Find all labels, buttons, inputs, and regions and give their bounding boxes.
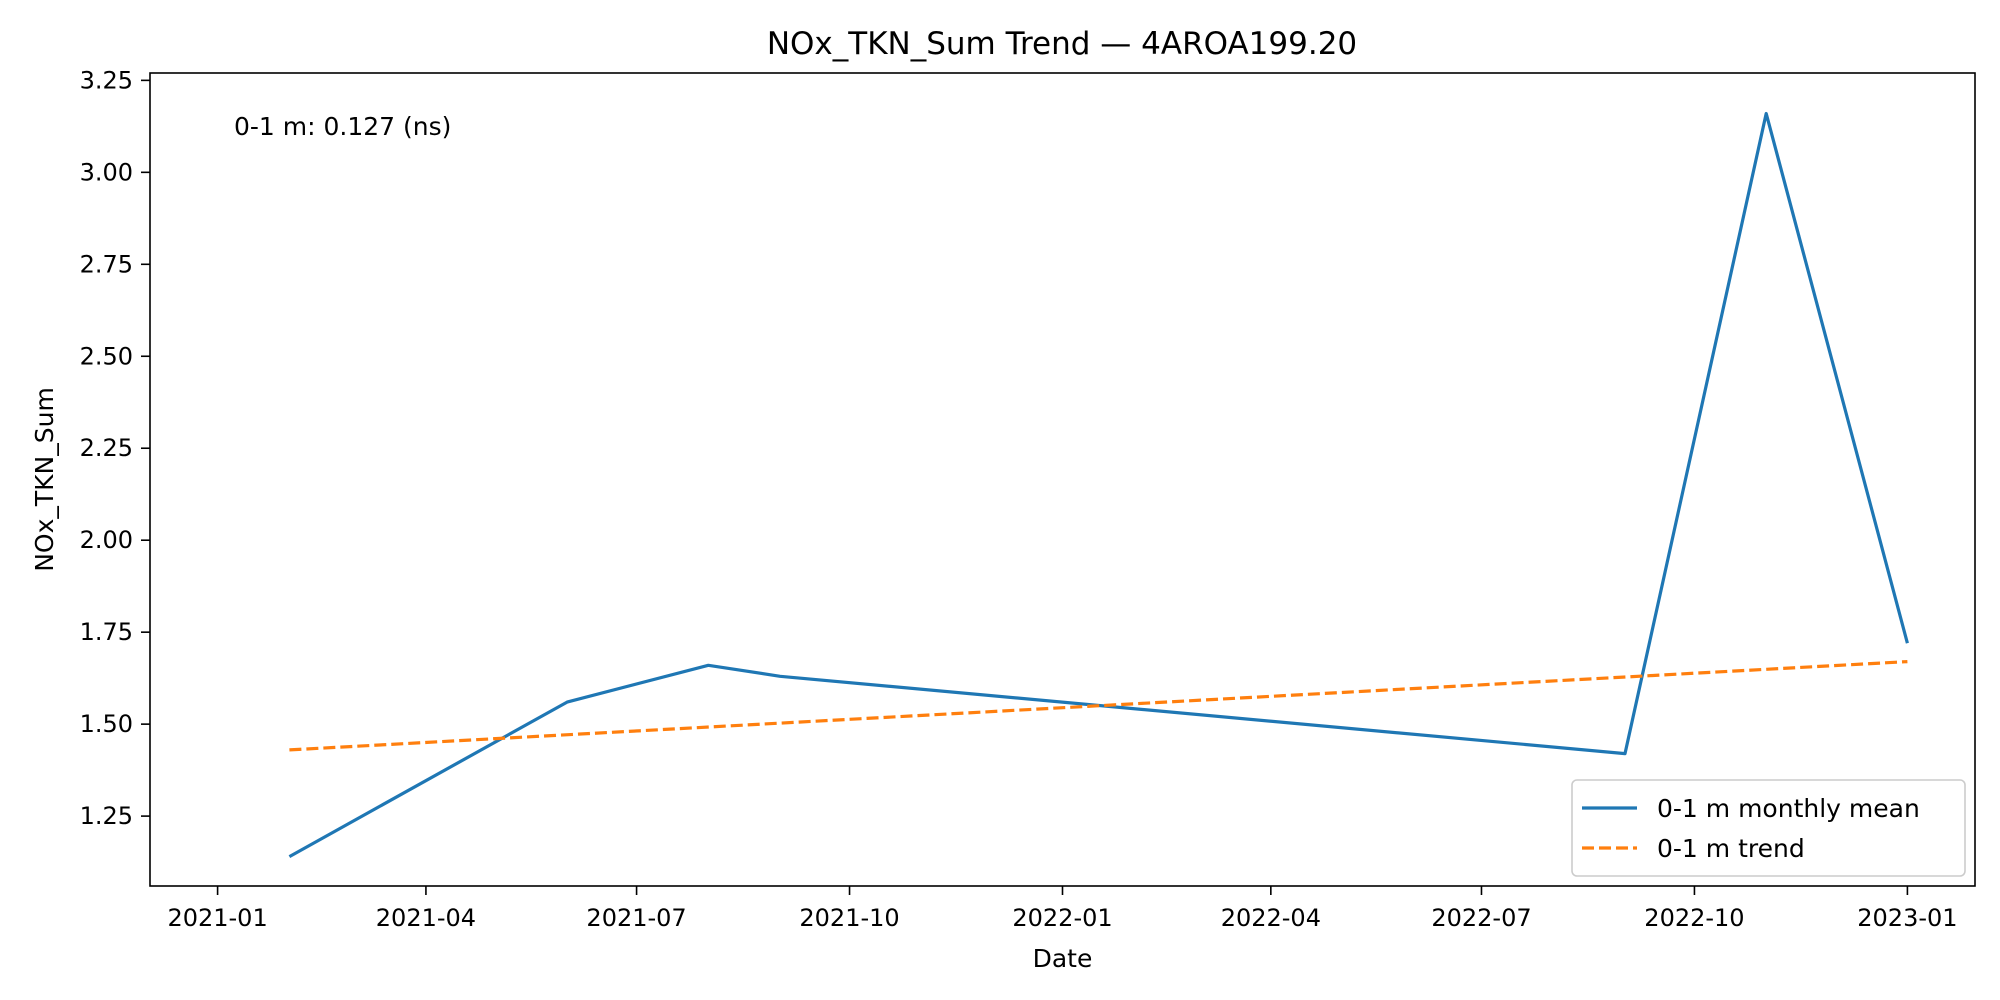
- y-tick-label: 3.25: [80, 66, 133, 94]
- x-tick-label: 2022-01: [1012, 904, 1112, 932]
- x-tick-label: 2022-04: [1221, 904, 1321, 932]
- y-tick-label: 3.00: [80, 158, 133, 186]
- legend: 0-1 m monthly mean 0-1 m trend: [1571, 779, 1966, 877]
- plot-area: [288, 111, 1909, 858]
- y-tick-label: 1.50: [80, 710, 133, 738]
- y-tick-label: 1.25: [80, 802, 133, 830]
- x-tick-label: 2021-10: [799, 904, 899, 932]
- x-tick-label: 2021-07: [586, 904, 686, 932]
- plot-frame: [149, 72, 1976, 887]
- x-tick-label: 2022-10: [1644, 904, 1744, 932]
- x-tick-label: 2023-01: [1857, 904, 1957, 932]
- x-axis: 2021-01 2021-04 2021-07 2021-10 2022-01 2022-…: [167, 886, 1958, 932]
- y-axis-label: NOx_TKN_Sum: [30, 387, 59, 572]
- y-tick-label: 2.25: [80, 434, 133, 462]
- series-line-0: [288, 111, 1909, 858]
- x-axis-label: Date: [1033, 944, 1093, 973]
- y-tick-label: 2.00: [80, 526, 133, 554]
- legend-label-0: 0-1 m monthly mean: [1657, 794, 1920, 823]
- legend-label-1: 0-1 m trend: [1657, 834, 1805, 863]
- y-tick-label: 2.75: [80, 250, 133, 278]
- y-tick-label: 2.50: [80, 342, 133, 370]
- x-tick-label: 2022-07: [1431, 904, 1531, 932]
- chart-title: NOx_TKN_Sum Trend — 4AROA199.20: [767, 26, 1357, 62]
- slope-annotation: 0-1 m: 0.127 (ns): [234, 112, 451, 141]
- x-tick-label: 2021-04: [376, 904, 476, 932]
- x-tick-label: 2021-01: [167, 904, 267, 932]
- legend-box: [1571, 779, 1966, 877]
- y-tick-label: 1.75: [80, 618, 133, 646]
- y-axis: 1.25 1.50 1.75 2.00 2.25 2.50 2.75 3.00 3.25: [80, 66, 150, 830]
- series-line-1: [289, 660, 1908, 752]
